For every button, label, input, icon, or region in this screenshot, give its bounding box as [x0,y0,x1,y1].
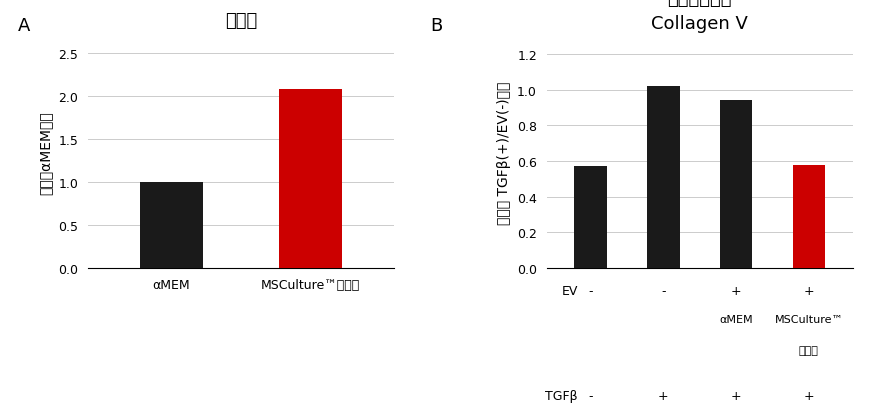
Text: +: + [658,389,668,402]
Title: 抗纤维化活性
Collagen V: 抗纤维化活性 Collagen V [651,0,747,33]
Bar [646,87,679,268]
Text: 培养基: 培养基 [798,345,818,355]
Text: +: + [730,285,740,298]
Bar [792,165,824,268]
Bar [140,183,202,268]
Text: +: + [730,389,740,402]
Text: EV: EV [561,285,578,298]
Text: B: B [430,17,443,34]
Bar [278,90,342,268]
Y-axis label: 相对于 TGFβ(+)/EV(-)的値: 相对于 TGFβ(+)/EV(-)的値 [497,81,511,224]
Bar [719,101,752,268]
Text: MSCulture™: MSCulture™ [774,315,842,325]
Text: -: - [587,285,592,298]
Text: +: + [802,285,813,298]
Bar [573,167,606,268]
Title: 细胞数: 细胞数 [225,12,256,30]
Text: A: A [18,17,30,34]
Text: -: - [587,389,592,402]
Text: TGFβ: TGFβ [545,389,578,402]
Text: -: - [660,285,665,298]
Text: αMEM: αMEM [718,315,752,325]
Text: +: + [802,389,813,402]
Y-axis label: 相对于αMEM的値: 相对于αMEM的値 [39,111,53,195]
